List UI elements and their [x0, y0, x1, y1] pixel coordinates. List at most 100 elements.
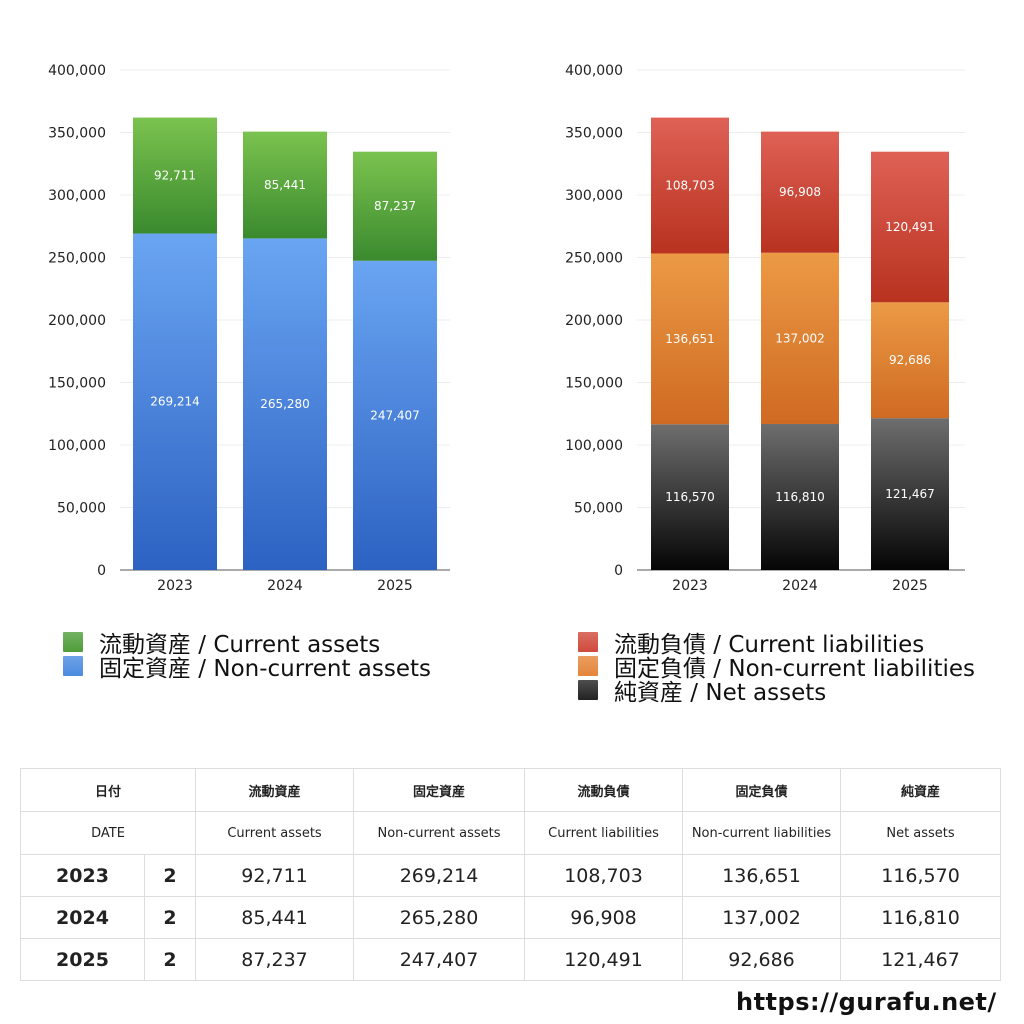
y-tick-label: 250,000: [565, 251, 623, 267]
legend-item: 純資産 / Net assets: [578, 678, 975, 706]
header-current-assets-en: Current assets: [195, 811, 355, 855]
header-current-assets-jp: 流動資産: [195, 768, 355, 812]
site-url: https://gurafu.net/: [736, 988, 997, 1016]
y-tick-label: 100,000: [565, 438, 623, 454]
legend-label: 固定資産 / Non-current assets: [99, 656, 432, 682]
bar-value-label: 85,441: [264, 178, 306, 192]
header-current-liabilities-jp: 流動負債: [524, 768, 684, 812]
row-non-current-assets: 265,280: [353, 896, 526, 939]
table-header-en: DATE Current assets Non-current assets C…: [19, 811, 1002, 855]
row-current-liabilities: 108,703: [524, 854, 684, 897]
header-non-current-assets-jp: 固定資産: [353, 768, 526, 812]
bar-value-label: 265,280: [260, 397, 310, 411]
y-tick-label: 200,000: [48, 313, 106, 329]
bar-segment: [871, 302, 949, 419]
legend-label: 固定負債 / Non-current liabilities: [614, 656, 975, 682]
table-header-jp: 日付 流動資産 固定資産 流動負債 固定負債 純資産: [19, 768, 1002, 812]
liabilities-chart: 0 50,000 100,000 150,000 200,000 250,000 300,0…: [565, 63, 965, 594]
legend-swatch: [578, 632, 598, 652]
bar-value-label: 108,703: [665, 179, 715, 193]
y-tick-label: 350,000: [48, 126, 106, 142]
balance-table: 日付 流動資産 固定資産 流動負債 固定負債 純資産 DATE Current …: [19, 768, 1002, 981]
bar-segment: [871, 418, 949, 570]
bar-segment: [761, 252, 839, 424]
x-tick-label: 2024: [267, 578, 303, 594]
row-net-assets: 116,810: [840, 896, 1002, 939]
row-current-assets: 87,237: [195, 938, 355, 981]
bar-value-label: 247,407: [370, 408, 420, 422]
x-tick-label: 2025: [377, 578, 413, 594]
table-row: 2023 2 92,711 269,214 108,703 136,651 11…: [20, 854, 1002, 897]
bar-value-label: 269,214: [150, 395, 200, 409]
row-year: 2024: [20, 896, 145, 939]
row-count: 2: [143, 896, 197, 939]
row-year: 2025: [20, 938, 145, 981]
row-count: 2: [143, 938, 197, 981]
table-row: 2025 2 87,237 247,407 120,491 92,686 121…: [20, 938, 1002, 981]
bar-value-label: 120,491: [885, 220, 935, 234]
legend-swatch: [63, 632, 83, 652]
bar-value-label: 87,237: [374, 199, 416, 213]
header-date-jp: 日付: [19, 768, 197, 812]
bar-segment: [243, 238, 327, 570]
y-tick-label: 300,000: [565, 188, 623, 204]
bar-value-label: 116,810: [775, 490, 825, 504]
header-non-current-liabilities-jp: 固定負債: [682, 768, 842, 812]
row-net-assets: 121,467: [840, 938, 1002, 981]
row-year: 2023: [20, 854, 145, 897]
header-net-assets-en: Net assets: [840, 811, 1002, 855]
bar-value-label: 136,651: [665, 332, 715, 346]
y-tick-label: 0: [614, 563, 623, 579]
header-net-assets-jp: 純資産: [840, 768, 1002, 812]
bar-value-label: 96,908: [779, 185, 821, 199]
row-current-assets: 85,441: [195, 896, 355, 939]
x-tick-label: 2024: [782, 578, 818, 594]
legend-swatch: [578, 656, 598, 676]
assets-legend: 流動資産 / Current assets 固定資産 / Non-current …: [63, 630, 431, 682]
legend-item: 流動資産 / Current assets: [63, 630, 431, 658]
bar-segment: [133, 117, 217, 234]
bar-segment: [761, 423, 839, 570]
y-tick-label: 100,000: [48, 438, 106, 454]
header-non-current-assets-en: Non-current assets: [353, 811, 526, 855]
bar-segment: [871, 151, 949, 303]
bar-value-label: 92,711: [154, 169, 196, 183]
y-tick-label: 400,000: [565, 63, 623, 79]
bar-segment: [243, 131, 327, 239]
y-tick-label: 400,000: [48, 63, 106, 79]
row-current-assets: 92,711: [195, 854, 355, 897]
row-non-current-liabilities: 137,002: [682, 896, 842, 939]
y-tick-label: 150,000: [48, 376, 106, 392]
legend-item: 固定負債 / Non-current liabilities: [578, 654, 975, 682]
bar-segment: [761, 131, 839, 253]
y-tick-label: 150,000: [565, 376, 623, 392]
header-non-current-liabilities-en: Non-current liabilities: [682, 811, 842, 855]
legend-label: 流動資産 / Current assets: [99, 632, 381, 658]
row-net-assets: 116,570: [840, 854, 1002, 897]
liabilities-legend: 流動負債 / Current liabilities 固定負債 / Non-cur…: [578, 630, 975, 706]
bar-segment: [133, 233, 217, 571]
y-tick-label: 0: [97, 563, 106, 579]
header-current-liabilities-en: Current liabilities: [524, 811, 684, 855]
bar-value-label: 92,686: [889, 353, 931, 367]
y-tick-label: 250,000: [48, 251, 106, 267]
legend-item: 流動負債 / Current liabilities: [578, 630, 975, 658]
y-tick-label: 350,000: [565, 126, 623, 142]
bar-segment: [651, 253, 729, 425]
legend-swatch: [63, 656, 83, 676]
y-tick-label: 300,000: [48, 188, 106, 204]
row-count: 2: [143, 854, 197, 897]
row-non-current-assets: 269,214: [353, 854, 526, 897]
legend-swatch: [578, 680, 598, 700]
legend-item: 固定資産 / Non-current assets: [63, 654, 431, 682]
bar-value-label: 121,467: [885, 487, 935, 501]
row-non-current-liabilities: 92,686: [682, 938, 842, 981]
bar-value-label: 116,570: [665, 490, 715, 504]
x-tick-label: 2023: [672, 578, 708, 594]
row-non-current-assets: 247,407: [353, 938, 526, 981]
x-tick-label: 2023: [157, 578, 193, 594]
table-row: 2024 2 85,441 265,280 96,908 137,002 116…: [20, 896, 1002, 939]
bar-segment: [353, 151, 437, 261]
y-tick-label: 50,000: [574, 501, 623, 517]
row-non-current-liabilities: 136,651: [682, 854, 842, 897]
